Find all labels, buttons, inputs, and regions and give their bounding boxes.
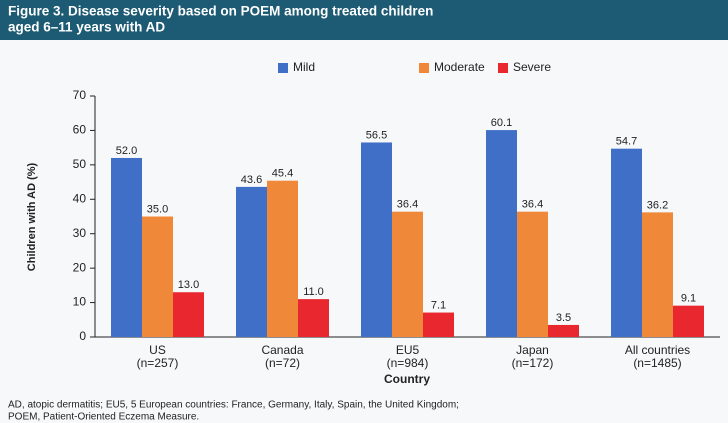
data-label: 35.0 <box>147 203 168 215</box>
y-tick-label: 10 <box>73 295 87 309</box>
data-label: 52.0 <box>116 145 137 157</box>
x-tick-label: Japan <box>516 343 549 357</box>
data-label: 36.4 <box>522 199 543 211</box>
data-label: 3.5 <box>556 312 571 324</box>
data-label: 56.5 <box>366 129 387 141</box>
chart-title: aged 6–11 years with AD <box>8 20 165 35</box>
x-tick-label: EU5 <box>396 343 420 357</box>
x-tick-label: (n=257) <box>137 356 179 370</box>
data-label: 43.6 <box>241 174 262 186</box>
bar <box>673 305 704 337</box>
bar <box>173 292 204 337</box>
legend-label: Severe <box>513 60 551 74</box>
y-tick-label: 70 <box>73 88 87 102</box>
bar <box>361 142 392 337</box>
x-axis-label: Country <box>384 372 430 386</box>
legend-label: Moderate <box>434 60 485 74</box>
y-tick-label: 40 <box>73 191 87 205</box>
data-label: 11.0 <box>303 286 324 298</box>
legend-swatch <box>498 63 508 73</box>
legend-swatch <box>278 63 288 73</box>
bar <box>392 211 423 337</box>
y-tick-label: 50 <box>73 157 87 171</box>
data-label: 36.4 <box>397 199 418 211</box>
y-tick-label: 60 <box>73 123 87 137</box>
bar <box>548 324 579 337</box>
footnote: POEM, Patient-Oriented Eczema Measure. <box>8 412 199 423</box>
x-tick-label: All countries <box>625 343 690 357</box>
chart-title: Figure 3. Disease severity based on POEM… <box>8 4 433 19</box>
data-label: 45.4 <box>272 168 293 180</box>
legend-swatch <box>419 63 429 73</box>
bar <box>267 180 298 337</box>
y-tick-label: 20 <box>73 260 87 274</box>
data-label: 13.0 <box>178 279 199 291</box>
x-tick-label: (n=1485) <box>633 356 681 370</box>
bar <box>486 130 517 337</box>
legend-label: Mild <box>293 60 315 74</box>
x-tick-label: Canada <box>261 343 303 357</box>
x-tick-label: US <box>149 343 166 357</box>
data-label: 9.1 <box>681 293 696 305</box>
x-tick-label: (n=172) <box>512 356 554 370</box>
header <box>0 0 728 40</box>
y-axis-label: Children with AD (%) <box>26 162 38 271</box>
y-tick-label: 0 <box>79 329 86 343</box>
data-label: 54.7 <box>616 136 637 148</box>
x-tick-label: (n=984) <box>387 356 429 370</box>
bar <box>423 312 454 337</box>
data-label: 60.1 <box>491 117 512 129</box>
footnote: AD, atopic dermatitis; EU5, 5 European c… <box>8 400 459 411</box>
x-tick-label: (n=72) <box>265 356 300 370</box>
bar <box>611 148 642 337</box>
bar <box>111 157 142 337</box>
bar <box>236 186 267 337</box>
bar <box>298 299 329 337</box>
bar <box>142 216 173 337</box>
bar <box>517 211 548 337</box>
data-label: 7.1 <box>431 299 446 311</box>
bar <box>642 212 673 337</box>
y-tick-label: 30 <box>73 226 87 240</box>
data-label: 36.2 <box>647 199 668 211</box>
